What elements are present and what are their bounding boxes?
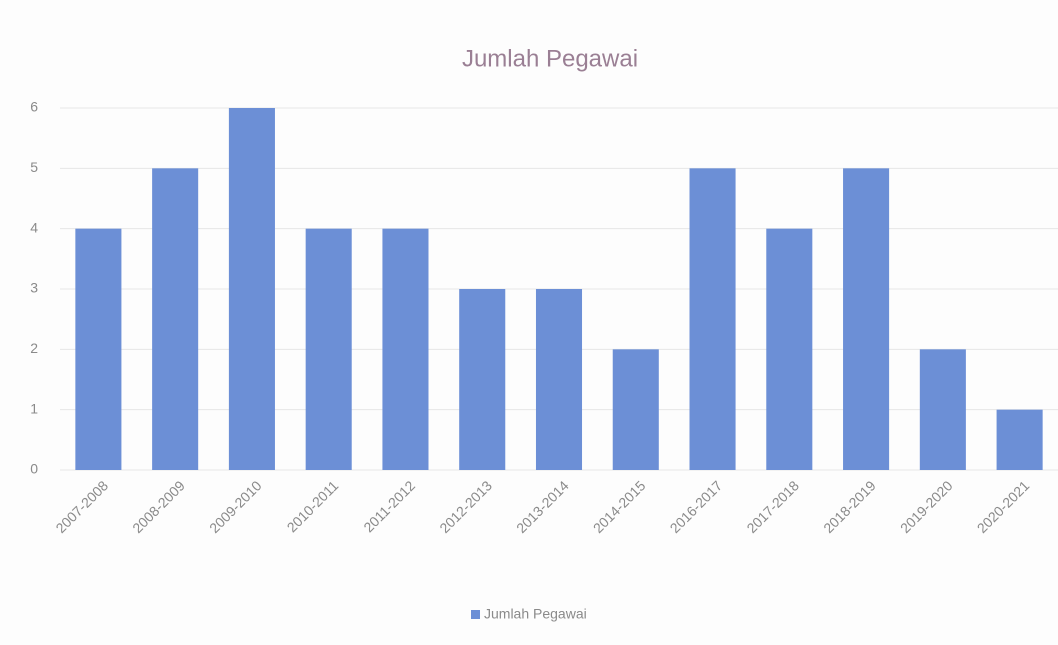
- bar: [152, 168, 199, 471]
- legend-label: Jumlah Pegawai: [484, 606, 587, 622]
- bar: [382, 228, 429, 470]
- bar: [766, 228, 813, 470]
- bar: [996, 409, 1043, 470]
- bar: [535, 289, 583, 470]
- bar: [612, 349, 659, 470]
- bar: [689, 168, 736, 471]
- bar: [919, 349, 966, 470]
- y-tick-label: 4: [30, 219, 38, 235]
- y-tick-label: 6: [30, 99, 38, 115]
- bar: [843, 168, 890, 471]
- y-tick-label: 2: [30, 340, 38, 356]
- bar: [75, 228, 122, 470]
- chart-title: Jumlah Pegawai: [462, 45, 638, 72]
- y-tick-label: 3: [30, 280, 38, 296]
- bar: [459, 289, 506, 470]
- bar: [305, 228, 352, 470]
- y-tick-label: 0: [30, 461, 38, 477]
- legend-swatch: [471, 610, 480, 619]
- y-tick-label: 5: [30, 159, 38, 175]
- bar: [228, 108, 275, 470]
- y-tick-label: 1: [30, 400, 38, 416]
